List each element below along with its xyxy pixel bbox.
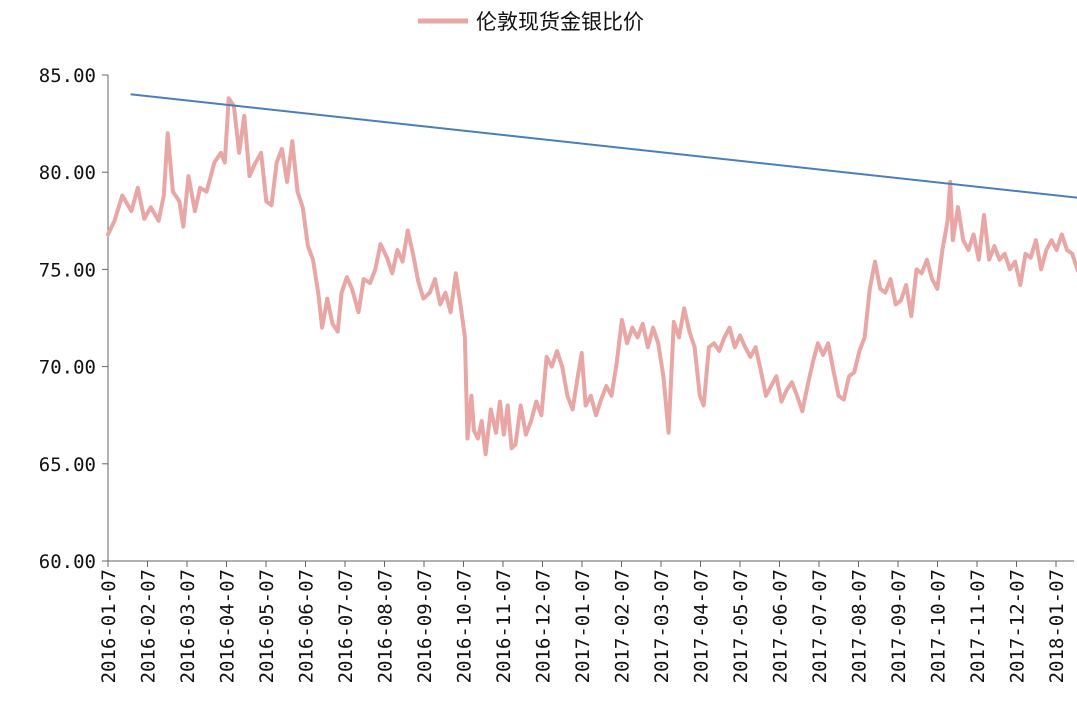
y-tick-label: 80.00 (39, 162, 96, 184)
x-tick-label: 2016-06-07 (296, 569, 318, 683)
x-tick-label: 2016-12-07 (533, 569, 555, 683)
x-tick-label: 2016-09-07 (414, 569, 436, 683)
x-axis: 2016-01-07 2016-02-07 2016-03-07 2016-04-07… (98, 560, 1074, 683)
y-tick-label: 70.00 (39, 357, 96, 379)
x-tick-label: 2017-06-07 (770, 569, 792, 683)
x-tick-label: 2016-03-07 (177, 569, 199, 683)
x-tick-label: 2018-01-07 (1046, 569, 1068, 683)
legend-label: 伦敦现货金银比价 (476, 10, 644, 34)
series-layer (106, 93, 1077, 457)
y-tick-label: 85.00 (39, 65, 96, 87)
x-tick-label: 2017-10-07 (928, 569, 950, 683)
x-tick-label: 2016-04-07 (217, 569, 239, 683)
series-line-gold-silver-ratio (106, 96, 1077, 457)
trend-line (130, 93, 1077, 199)
x-tick-label: 2017-03-07 (651, 569, 673, 683)
y-tick-label: 60.00 (39, 551, 96, 573)
y-axis: 60.00 65.00 70.00 75.00 80.00 85.00 (39, 65, 109, 573)
x-tick-label: 2017-01-07 (572, 569, 594, 683)
x-tick-label: 2016-07-07 (335, 569, 357, 683)
x-tick-label: 2016-01-07 (98, 569, 120, 683)
y-tick-label: 65.00 (39, 454, 96, 476)
x-tick-label: 2017-05-07 (730, 569, 752, 683)
x-tick-label: 2017-07-07 (809, 569, 831, 683)
y-tick-label: 75.00 (39, 259, 96, 281)
x-tick-label: 2016-08-07 (375, 569, 397, 683)
x-tick-label: 2017-12-07 (1007, 569, 1029, 683)
legend: 伦敦现货金银比价 (418, 10, 644, 34)
x-tick-label: 2017-04-07 (691, 569, 713, 683)
x-tick-label: 2016-05-07 (256, 569, 278, 683)
x-tick-label: 2017-08-07 (849, 569, 871, 683)
x-tick-label: 2017-11-07 (967, 569, 989, 683)
x-tick-label: 2017-09-07 (888, 569, 910, 683)
x-tick-label: 2017-02-07 (612, 569, 634, 683)
x-tick-label: 2016-11-07 (493, 569, 515, 683)
x-tick-label: 2016-10-07 (454, 569, 476, 683)
x-tick-label: 2016-02-07 (138, 569, 160, 683)
